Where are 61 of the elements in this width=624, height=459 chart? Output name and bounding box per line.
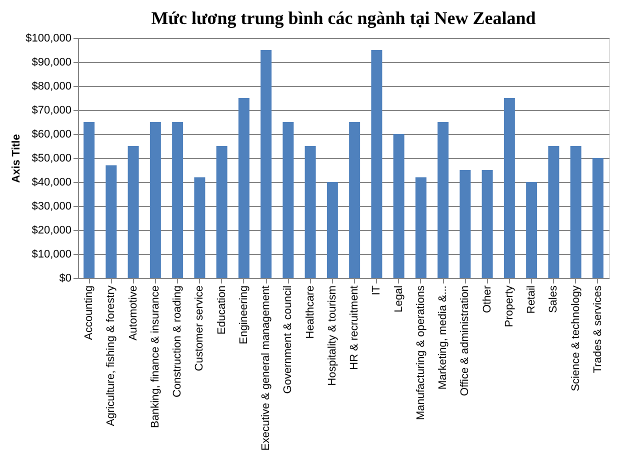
y-tick-label: $20,000 <box>32 224 72 236</box>
bar <box>504 98 515 278</box>
x-tick-label: Executive & general management <box>260 286 272 451</box>
x-tick-label: Government & council <box>282 286 294 394</box>
x-tick-label: Marketing, media &... <box>437 286 450 390</box>
y-tick-label: $100,000 <box>26 32 72 44</box>
x-tick-label: Construction & roading <box>172 286 184 398</box>
x-tick-label: Science & technology <box>570 285 582 392</box>
bar <box>526 182 538 278</box>
y-tick-label: $0 <box>59 272 72 284</box>
y-tick-label: $50,000 <box>32 152 72 164</box>
x-tick-label: Office & administration <box>459 286 472 396</box>
x-tick-label: Retail <box>526 286 538 314</box>
x-tick-label: Customer service <box>194 286 206 372</box>
bar <box>128 146 139 278</box>
x-tick-label: Accounting <box>83 286 96 340</box>
y-tick-label: $80,000 <box>32 80 72 92</box>
bar <box>150 122 161 278</box>
y-tick-label: $60,000 <box>32 128 72 140</box>
bar <box>482 170 493 278</box>
bar <box>592 158 604 278</box>
x-tick-label: IT <box>370 285 383 296</box>
x-tick-label: Other <box>481 285 494 314</box>
bar <box>548 146 560 278</box>
bar <box>349 122 360 278</box>
bar <box>304 146 316 278</box>
x-tick-label: HR & recruitment <box>348 286 361 370</box>
x-tick-label: Trades & services <box>592 285 604 374</box>
bar <box>282 122 294 278</box>
bar <box>415 177 426 278</box>
y-tick-label: $70,000 <box>32 104 72 116</box>
bar <box>260 50 272 278</box>
bar <box>460 170 471 278</box>
bar <box>238 98 250 278</box>
x-tick-label: Automotive <box>127 286 140 341</box>
x-tick-label: Property <box>503 285 516 328</box>
x-tick-label: Engineering <box>238 286 250 344</box>
x-tick-label: Education <box>216 286 228 334</box>
bar <box>216 146 228 278</box>
bar <box>106 165 117 278</box>
chart-title: Mức lương trung bình các ngành tại New Zealand <box>151 8 536 28</box>
bar <box>194 177 206 278</box>
bar <box>438 122 449 278</box>
x-tick-label: Sales <box>548 285 560 314</box>
bar <box>393 134 404 278</box>
x-tick-label: Legal <box>392 286 405 312</box>
y-tick-label: $30,000 <box>32 200 72 212</box>
bar <box>371 50 382 278</box>
x-tick-label: Hospitality & tourism <box>326 286 338 386</box>
x-tick-label: Banking, finance & insurance <box>149 286 162 428</box>
x-tick-label: Healthcare <box>304 286 316 339</box>
x-tick-label: Agriculture, fishing & forestry <box>105 285 118 426</box>
bar <box>84 122 95 278</box>
y-tick-label: $10,000 <box>32 248 72 260</box>
bar <box>570 146 582 278</box>
y-axis-title: Axis Title <box>10 134 23 183</box>
x-tick-label: Manufacturing & operations <box>414 285 427 420</box>
y-tick-label: $40,000 <box>32 176 72 188</box>
bar <box>172 122 184 278</box>
bar <box>326 182 338 278</box>
y-tick-label: $90,000 <box>32 56 72 68</box>
